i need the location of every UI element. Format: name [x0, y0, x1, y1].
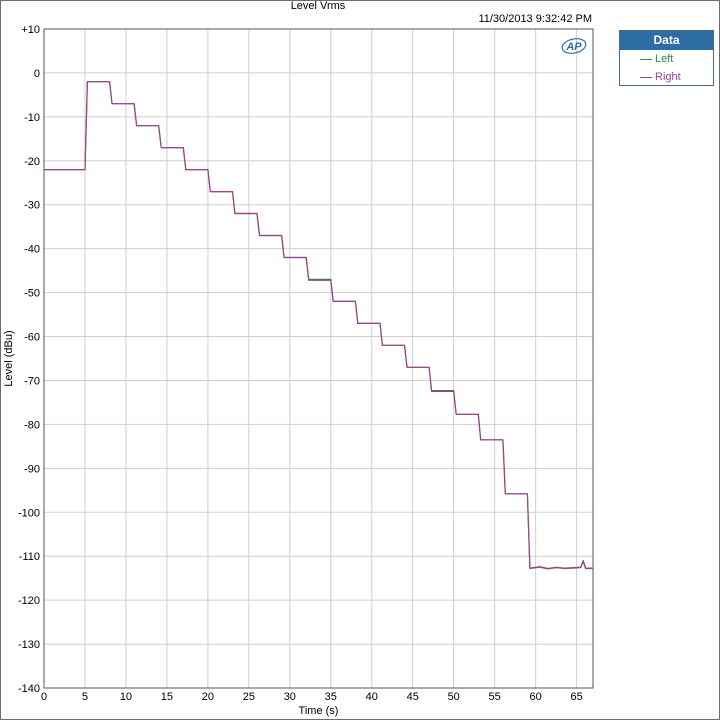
ap-logo-text: AP [565, 41, 582, 53]
y-tick-label: 0 [34, 68, 40, 80]
y-tick-label: -120 [18, 595, 40, 607]
y-tick-label: -10 [24, 112, 40, 124]
x-tick-label: 0 [41, 691, 47, 703]
series-line-right [44, 81, 593, 570]
legend-label-left: Left [655, 53, 674, 65]
ap-logo-icon: AP [561, 38, 587, 54]
x-tick-label: 25 [243, 691, 255, 703]
y-tick-label: -70 [24, 375, 40, 387]
x-tick-label: 35 [325, 691, 337, 703]
legend-swatch-right [640, 77, 652, 78]
x-tick-label: 55 [489, 691, 501, 703]
y-tick-label: -80 [24, 419, 40, 431]
x-tick-label: 65 [570, 691, 582, 703]
x-tick-label: 45 [407, 691, 419, 703]
tick-labels: 0 5 10 15 20 25 30 35 40 45 50 55 60 65 +10 0 -10 -20 -30 -… [18, 24, 583, 703]
x-tick-label: 30 [284, 691, 296, 703]
y-tick-label: -90 [24, 463, 40, 475]
legend: Data Left Right [619, 30, 714, 86]
y-tick-label: -130 [18, 639, 40, 651]
y-tick-label: -60 [24, 332, 40, 344]
x-tick-label: 5 [82, 691, 88, 703]
x-axis-label: Time (s) [299, 705, 339, 717]
legend-item-right[interactable]: Right [620, 68, 713, 86]
x-tick-label: 20 [202, 691, 214, 703]
y-tick-label: -100 [18, 507, 40, 519]
y-axis-label: Level (dBu) [3, 330, 15, 386]
y-tick-label: -110 [19, 551, 40, 563]
y-tick-label: -140 [18, 683, 40, 695]
x-tick-label: 60 [530, 691, 542, 703]
grid-layer [43, 28, 593, 689]
plot-border [43, 28, 594, 689]
y-tick-label: -50 [24, 288, 40, 300]
legend-item-left[interactable]: Left [620, 50, 713, 68]
chart-title: Level Vrms [290, 0, 346, 12]
timestamp: 11/30/2013 9:32:42 PM [478, 13, 592, 25]
y-tick-label: -20 [24, 156, 40, 168]
series-layer [44, 81, 593, 570]
y-tick-label: -40 [24, 244, 40, 256]
legend-label-right: Right [655, 71, 681, 83]
legend-swatch-left [640, 59, 652, 60]
x-tick-label: 50 [448, 691, 460, 703]
x-tick-label: 40 [366, 691, 378, 703]
x-tick-label: 10 [120, 691, 132, 703]
legend-title: Data [620, 31, 713, 50]
x-tick-label: 15 [161, 691, 173, 703]
y-tick-label: -30 [24, 200, 40, 212]
y-tick-label: +10 [21, 24, 40, 36]
